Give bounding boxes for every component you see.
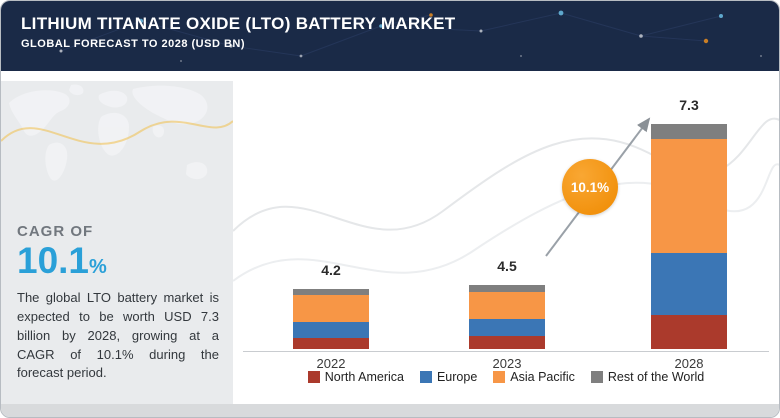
cagr-percent-sign: % bbox=[89, 256, 107, 278]
bar-segment-asia-pacific bbox=[469, 292, 545, 319]
legend-item: Europe bbox=[419, 370, 478, 384]
bar-segment-north-america bbox=[293, 338, 369, 349]
bar-group: 7.3 bbox=[651, 97, 727, 349]
cagr-description: The global LTO battery market is expecte… bbox=[17, 290, 219, 381]
x-axis-label: 2022 bbox=[316, 356, 346, 371]
bar-segment-rest-of-the-world bbox=[469, 285, 545, 292]
bar-stack bbox=[293, 289, 369, 349]
legend-swatch bbox=[307, 371, 320, 383]
cagr-value: 10.1 bbox=[17, 240, 90, 281]
network-decoration-icon bbox=[59, 10, 762, 62]
legend: North America Europe Asia Pacific Rest of t… bbox=[233, 370, 779, 384]
bar-stack bbox=[469, 285, 545, 349]
bar-segment-north-america bbox=[651, 315, 727, 349]
legend-label: Europe bbox=[436, 370, 478, 384]
bar-total-label: 7.3 bbox=[679, 97, 699, 113]
bar-total-label: 4.2 bbox=[321, 262, 341, 278]
bar-stack bbox=[651, 124, 727, 349]
legend-swatch bbox=[590, 371, 603, 383]
bar-group: 4.2 bbox=[293, 262, 369, 349]
cagr-badge: 10.1% bbox=[562, 159, 618, 215]
world-map-icon bbox=[1, 84, 233, 181]
bar-total-label: 4.5 bbox=[497, 258, 517, 274]
footer-bar bbox=[1, 404, 779, 417]
legend-item: North America bbox=[307, 370, 404, 384]
page-title: LITHIUM TITANATE OXIDE (LTO) BATTERY MAR… bbox=[21, 14, 456, 33]
chart-area: 4.2 2022 4.5 2023 7.3 2028 10.1% North Americ… bbox=[233, 71, 779, 404]
cagr-label: CAGR OF bbox=[17, 223, 94, 240]
bar-segment-asia-pacific bbox=[651, 139, 727, 253]
legend-item: Asia Pacific bbox=[493, 370, 575, 384]
x-axis-label: 2023 bbox=[492, 356, 522, 371]
bar-segment-rest-of-the-world bbox=[293, 289, 369, 295]
bar-group: 4.5 bbox=[469, 258, 545, 349]
bar-segment-rest-of-the-world bbox=[651, 124, 727, 139]
bar-segment-north-america bbox=[469, 336, 545, 349]
bar-segment-europe bbox=[293, 322, 369, 338]
legend-label: North America bbox=[324, 370, 404, 384]
sidebar: CAGR OF 10.1% The global LTO battery mar… bbox=[1, 81, 233, 404]
legend-label: Asia Pacific bbox=[510, 370, 575, 384]
cagr-value-line: 10.1% bbox=[17, 242, 219, 279]
legend-swatch bbox=[493, 371, 506, 383]
bar-segment-europe bbox=[469, 319, 545, 336]
header-banner: LITHIUM TITANATE OXIDE (LTO) BATTERY MAR… bbox=[1, 1, 779, 71]
bars-layer: 4.2 2022 4.5 2023 7.3 2028 bbox=[233, 71, 779, 404]
legend-swatch bbox=[419, 371, 432, 383]
page-subtitle: GLOBAL FORECAST TO 2028 (USD BN) bbox=[21, 38, 246, 50]
bar-segment-asia-pacific bbox=[293, 295, 369, 322]
x-axis-line bbox=[243, 351, 769, 352]
x-axis-label: 2028 bbox=[674, 356, 704, 371]
legend-item: Rest of the World bbox=[590, 370, 705, 384]
legend-label: Rest of the World bbox=[607, 370, 705, 384]
bar-segment-europe bbox=[651, 253, 727, 315]
